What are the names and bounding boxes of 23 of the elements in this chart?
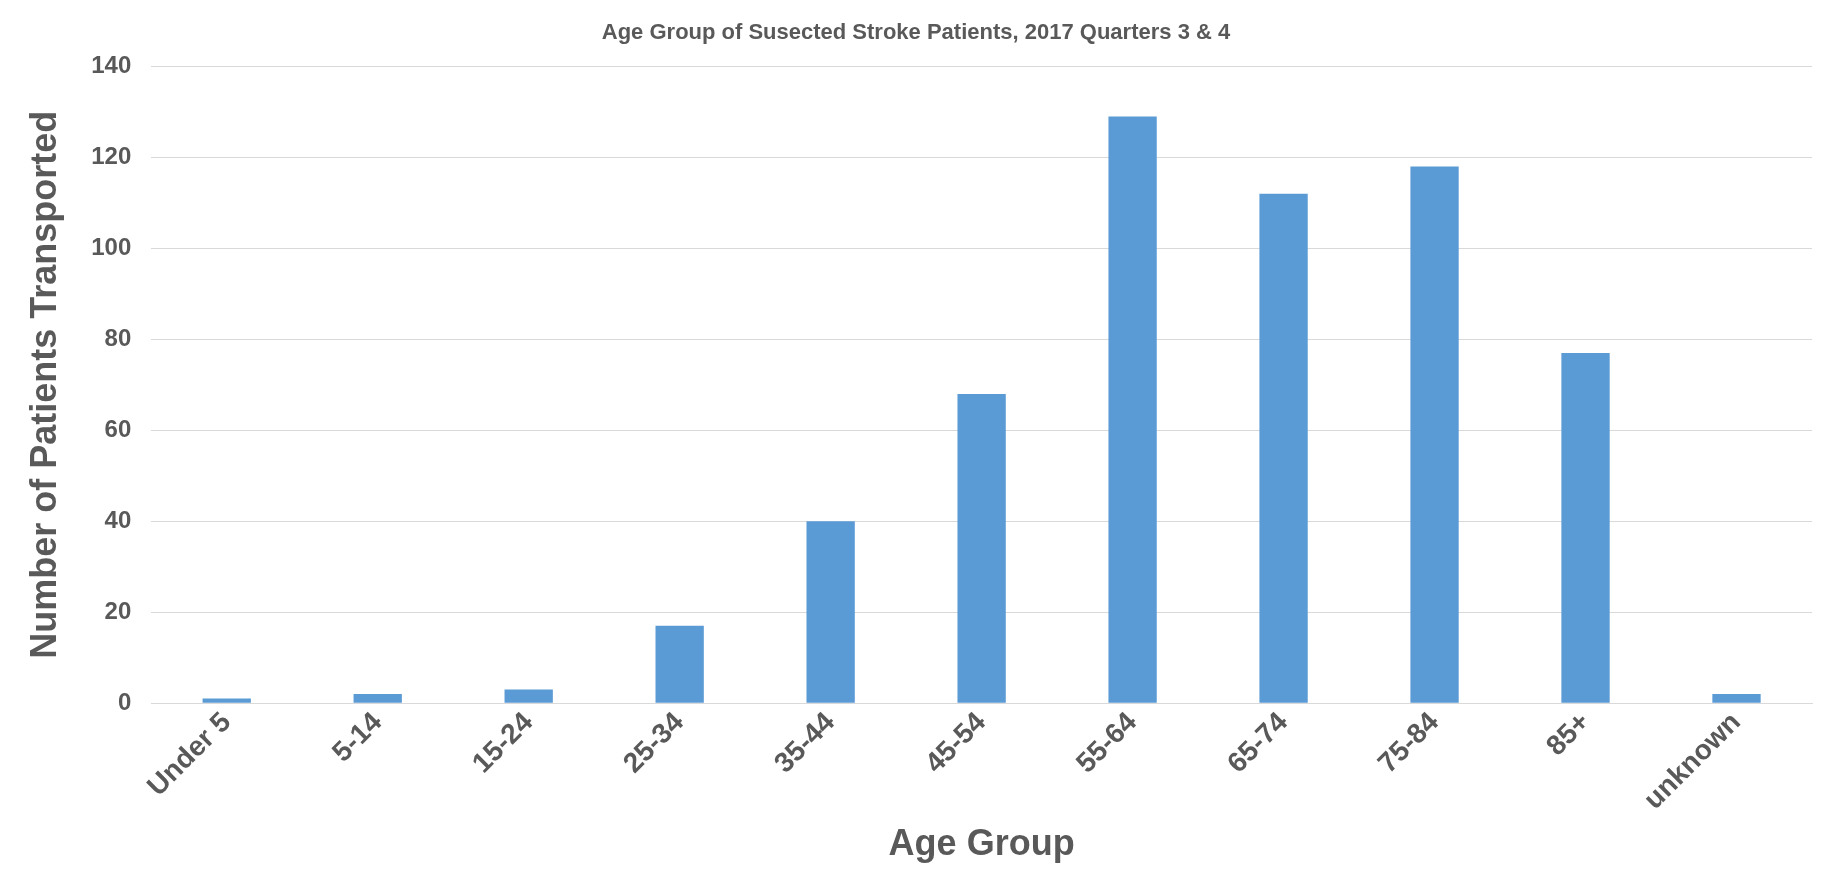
bar bbox=[202, 698, 251, 703]
y-tick-label: 40 bbox=[104, 505, 132, 533]
chart-title: Age Group of Susected Stroke Patients, 2017 Quarters 3 & 4 bbox=[601, 19, 1231, 45]
y-tick-label: 120 bbox=[91, 141, 132, 169]
y-tick-label: 80 bbox=[104, 323, 132, 351]
y-axis-title: Number of Patients Transported bbox=[22, 110, 64, 659]
y-tick-label: 20 bbox=[104, 596, 132, 624]
bar bbox=[655, 625, 704, 703]
x-tick-label: 85+ bbox=[1539, 705, 1596, 762]
y-tick-label: 60 bbox=[104, 414, 132, 442]
bar bbox=[1259, 193, 1308, 703]
y-tick-label: 140 bbox=[91, 51, 132, 79]
bar bbox=[1712, 694, 1761, 703]
bar bbox=[504, 689, 553, 703]
x-axis-title: Age Group bbox=[888, 822, 1075, 864]
bar bbox=[1410, 166, 1459, 703]
bar bbox=[1561, 352, 1610, 703]
bar bbox=[353, 694, 402, 703]
y-tick-label: 100 bbox=[91, 232, 132, 260]
bar bbox=[806, 521, 855, 703]
bar bbox=[957, 393, 1006, 703]
y-tick-label: 0 bbox=[117, 687, 132, 715]
bar bbox=[1108, 116, 1157, 703]
